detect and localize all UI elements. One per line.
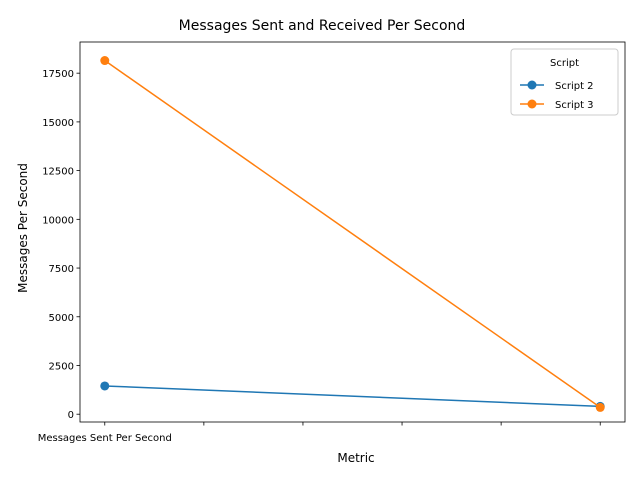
legend-marker	[527, 80, 537, 90]
legend: Script Script 2 Script 3	[510, 48, 619, 116]
y-tick-label: 17500	[42, 69, 74, 80]
plot-area	[79, 41, 626, 423]
x-tick-label: Messages Sent Per Second	[38, 433, 172, 444]
y-axis-ticks: 0 2500 5000 7500 10000 12500 15000 17500	[42, 69, 80, 421]
y-tick-label: 0	[68, 410, 74, 421]
legend-marker	[527, 99, 537, 109]
chart-title: Messages Sent and Received Per Second	[179, 18, 466, 34]
y-tick-label: 7500	[49, 264, 74, 275]
x-axis-ticks: Messages Sent Per Second	[38, 422, 601, 444]
y-tick-label: 12500	[42, 167, 74, 178]
axes-frame	[79, 41, 626, 423]
y-tick-label: 2500	[49, 361, 74, 372]
series-layer	[100, 56, 605, 412]
data-point	[595, 402, 605, 412]
legend-label: Script 2	[555, 81, 594, 92]
y-tick-label: 5000	[49, 313, 74, 324]
data-point	[100, 381, 110, 391]
legend-box	[510, 48, 619, 116]
y-axis-label: Messages Per Second	[16, 163, 30, 293]
y-tick-label: 15000	[42, 118, 74, 129]
legend-title: Script	[550, 58, 579, 69]
series-script-2	[100, 381, 605, 411]
series-line	[104, 59, 601, 408]
legend-label: Script 3	[555, 100, 594, 111]
x-axis-label: Metric	[337, 451, 374, 465]
y-tick-label: 10000	[42, 215, 74, 226]
legend-entry: Script 3	[520, 99, 594, 111]
data-point	[100, 56, 110, 66]
series-line	[104, 385, 601, 408]
series-script-3	[100, 56, 605, 412]
legend-entry: Script 2	[520, 80, 594, 92]
